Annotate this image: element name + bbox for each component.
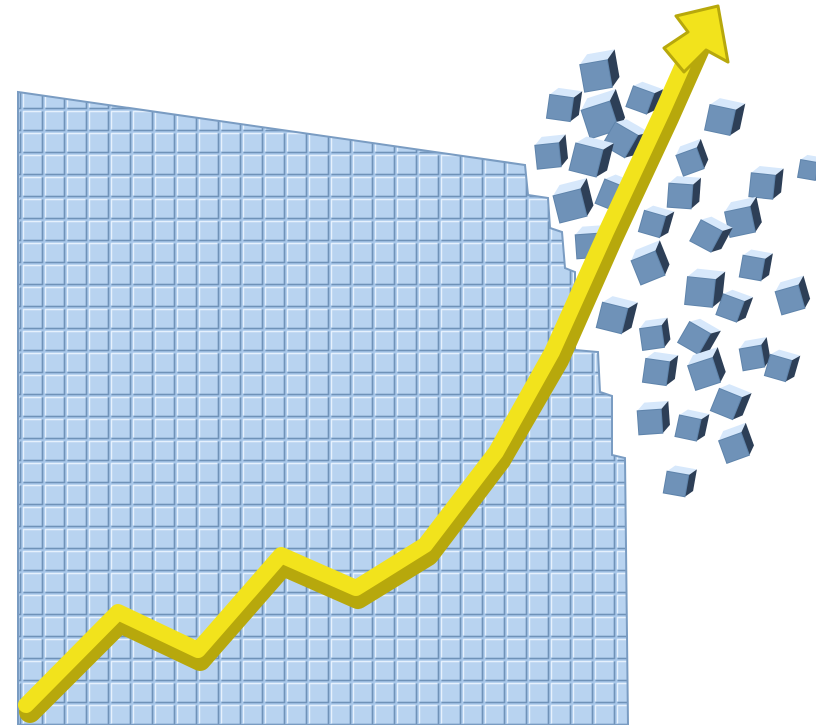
cube-icon	[625, 81, 664, 115]
cube-icon	[637, 205, 675, 239]
cube-icon	[579, 49, 620, 93]
flying-cubes	[534, 49, 816, 498]
arrow-body	[18, 32, 702, 713]
arrow-head	[662, 4, 730, 74]
cube-icon	[552, 178, 594, 224]
cube-icon	[676, 318, 721, 356]
cube-icon	[686, 347, 726, 392]
cube-icon	[709, 384, 752, 421]
cube-icon	[641, 351, 679, 387]
cube-icon	[666, 176, 702, 210]
cube-icon	[774, 275, 811, 316]
cube-icon	[630, 240, 670, 286]
cube-icon	[684, 268, 726, 308]
cube-icon	[796, 154, 816, 182]
cube-icon	[534, 134, 569, 170]
cube-icon	[639, 317, 671, 351]
cube-icon	[763, 349, 801, 383]
cube-icon	[674, 409, 710, 442]
cube-icon	[723, 196, 762, 239]
cube-icon	[580, 89, 626, 140]
cube-icon	[545, 87, 583, 123]
cube-icon	[715, 289, 754, 323]
cube-icon	[568, 136, 614, 178]
cube-icon	[738, 249, 773, 282]
cube-icon	[595, 296, 638, 335]
cube-icon	[717, 422, 754, 465]
cube-wall	[17, 90, 630, 725]
cube-icon	[662, 465, 697, 498]
cube-icon	[748, 165, 784, 200]
cube-icon	[689, 216, 733, 253]
cube-icon	[636, 400, 670, 436]
cube-icon	[675, 138, 709, 177]
arrow-icon	[18, 4, 730, 723]
cube-icon	[703, 98, 746, 137]
cube-icon	[738, 337, 771, 372]
